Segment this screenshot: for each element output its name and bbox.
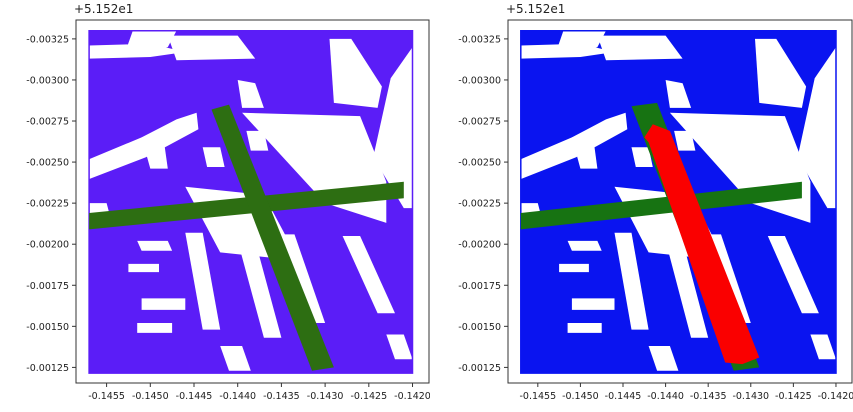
void-polygon-14 — [614, 232, 649, 330]
x-tick-label-3: -0.1440 — [647, 391, 684, 402]
void-polygon-18 — [137, 323, 173, 333]
axis-offset-label: +5.152e1 — [74, 2, 133, 16]
y-tick-label-7: -0.00150 — [458, 322, 501, 333]
void-polygon-11 — [246, 130, 269, 151]
strip-polygon-0 — [520, 181, 802, 230]
void-polygon-9 — [571, 137, 598, 169]
y-tick-label-1: -0.00300 — [458, 75, 501, 86]
void-polygon-5 — [167, 35, 256, 61]
x-tick-label-2: -0.1445 — [605, 391, 642, 402]
void-polygon-19 — [767, 236, 819, 314]
axis-offset-label: +5.152e1 — [506, 2, 565, 16]
void-polygon-18 — [567, 323, 602, 333]
void-polygon-5 — [597, 35, 683, 61]
y-tick-label-1: -0.00300 — [26, 75, 69, 86]
void-polygon-10 — [631, 147, 653, 167]
void-polygon-6 — [520, 43, 615, 59]
y-tick-label-5: -0.00200 — [26, 240, 69, 251]
area-outline — [88, 29, 414, 374]
void-polygon-15 — [237, 240, 282, 338]
y-tick-label-7: -0.00150 — [26, 322, 69, 333]
void-polygon-15 — [665, 240, 709, 338]
x-tick-label-0: -0.1455 — [88, 391, 125, 402]
x-tick-label-2: -0.1445 — [176, 391, 213, 402]
void-polygon-7 — [237, 80, 264, 108]
void-polygon-21 — [220, 346, 251, 371]
y-tick-label-8: -0.00125 — [26, 363, 69, 374]
void-polygon-19 — [342, 236, 395, 314]
y-tick-label-2: -0.00275 — [458, 117, 501, 128]
void-polygon-0 — [514, 112, 628, 182]
strip-polygon-0 — [89, 181, 404, 230]
void-polygon-9 — [141, 137, 168, 169]
void-polygon-21 — [648, 346, 679, 371]
void-polygon-22 — [386, 334, 413, 360]
y-tick-label-3: -0.00250 — [26, 158, 69, 169]
x-tick-label-6: -0.1425 — [775, 391, 812, 402]
y-tick-label-2: -0.00275 — [26, 117, 69, 128]
x-tick-label-0: -0.1455 — [519, 391, 556, 402]
void-polygon-13 — [559, 263, 589, 273]
x-tick-label-7: -0.1420 — [818, 391, 853, 402]
void-polygon-17 — [141, 298, 186, 310]
x-tick-label-4: -0.1435 — [263, 391, 300, 402]
map-panel-right: -0.00325 -0.00300 -0.00275 -0.00250 -0.00225… — [432, 0, 853, 408]
map-panel-left: -0.00325 -0.00300 -0.00275 -0.00250 -0.00225… — [0, 0, 431, 408]
void-polygon-22 — [810, 334, 836, 360]
y-tick-label-5: -0.00200 — [458, 240, 501, 251]
y-tick-label-6: -0.00175 — [458, 281, 501, 292]
y-tick-label-8: -0.00125 — [458, 363, 501, 374]
void-polygon-12 — [567, 240, 602, 251]
void-polygon-8 — [329, 38, 382, 108]
path-polygon — [644, 124, 760, 365]
y-tick-label-3: -0.00250 — [458, 158, 501, 169]
x-tick-label-4: -0.1435 — [690, 391, 727, 402]
void-polygon-6 — [89, 43, 186, 59]
void-polygon-13 — [128, 263, 159, 273]
x-tick-label-3: -0.1440 — [219, 391, 256, 402]
x-tick-label-1: -0.1450 — [132, 391, 169, 402]
void-polygon-10 — [202, 147, 225, 167]
x-tick-label-1: -0.1450 — [562, 391, 599, 402]
map-plot-left: -0.00325 -0.00300 -0.00275 -0.00250 -0.00225… — [26, 2, 431, 402]
x-tick-label-5: -0.1430 — [307, 391, 344, 402]
void-polygon-17 — [571, 298, 615, 310]
x-tick-label-6: -0.1425 — [350, 391, 387, 402]
void-polygon-4 — [373, 47, 413, 209]
void-polygon-0 — [82, 112, 199, 182]
y-tick-label-4: -0.00225 — [26, 199, 69, 210]
x-tick-label-7: -0.1420 — [394, 391, 430, 402]
y-tick-label-4: -0.00225 — [458, 199, 501, 210]
map-plot-right: -0.00325 -0.00300 -0.00275 -0.00250 -0.00225… — [458, 2, 853, 402]
y-tick-label-6: -0.00175 — [26, 281, 69, 292]
void-polygon-11 — [674, 130, 696, 151]
void-polygon-7 — [665, 80, 692, 108]
strip-polygon-1 — [211, 104, 334, 371]
x-tick-label-5: -0.1430 — [732, 391, 769, 402]
void-polygon-8 — [755, 38, 807, 108]
y-tick-label-0: -0.00325 — [26, 34, 69, 45]
void-polygon-4 — [797, 47, 836, 209]
void-polygon-14 — [185, 232, 221, 330]
area-outline — [520, 29, 837, 374]
void-polygon-12 — [137, 240, 173, 251]
y-tick-label-0: -0.00325 — [458, 34, 501, 45]
